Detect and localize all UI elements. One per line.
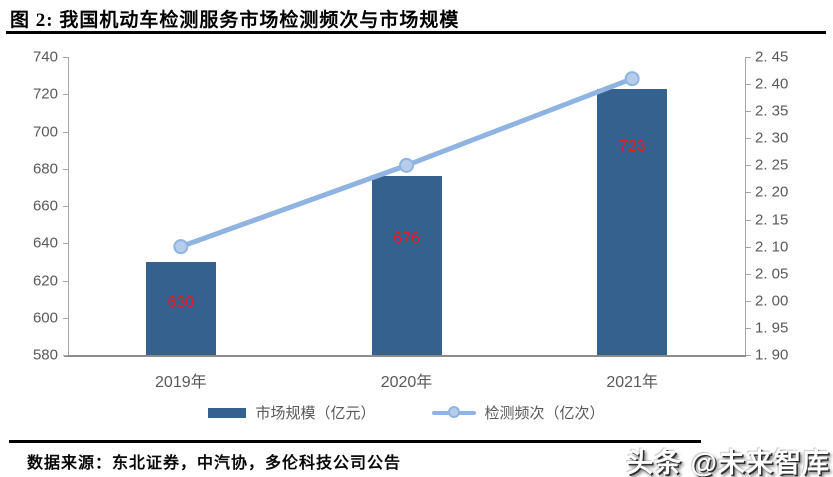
left-axis-tick bbox=[63, 243, 68, 244]
legend-item: 市场规模（亿元） bbox=[208, 402, 376, 423]
left-axis-tick-label: 620 bbox=[32, 272, 58, 289]
right-axis-tick bbox=[746, 84, 751, 85]
bar-value-label: 630 bbox=[167, 293, 195, 311]
x-axis-line bbox=[64, 355, 746, 357]
left-axis-tick-label: 740 bbox=[32, 48, 58, 66]
right-axis-tick-label: 2. 05 bbox=[755, 265, 789, 283]
right-axis-tick-label: 2. 20 bbox=[755, 183, 789, 201]
left-axis-tick-label: 660 bbox=[32, 197, 58, 215]
legend-bar-swatch bbox=[208, 407, 247, 418]
right-axis-tick bbox=[746, 247, 751, 248]
right-axis-tick-label: 2. 25 bbox=[755, 156, 789, 174]
right-axis-tick bbox=[746, 192, 751, 193]
right-axis-tick-label: 2. 40 bbox=[755, 75, 789, 93]
x-axis-tick-label: 2020年 bbox=[380, 374, 433, 391]
left-axis-tick-label: 680 bbox=[32, 160, 58, 178]
left-axis-line bbox=[68, 57, 69, 355]
right-axis-tick-label: 2. 10 bbox=[755, 238, 789, 256]
left-axis-tick bbox=[63, 169, 68, 170]
right-axis-tick-label: 1. 95 bbox=[755, 319, 789, 337]
legend-line-swatch bbox=[431, 406, 476, 419]
right-axis-tick-label: 2. 15 bbox=[755, 211, 789, 229]
right-axis-tick bbox=[746, 138, 751, 139]
x-axis-tick-label: 2021年 bbox=[606, 374, 658, 391]
legend-line-marker bbox=[447, 406, 460, 418]
right-axis-tick-label: 2. 35 bbox=[755, 102, 789, 120]
x-axis-tick-label: 2019年 bbox=[155, 374, 207, 391]
data-source-note: 数据来源：东北证券，中汽协，多伦科技公司公告 bbox=[27, 455, 402, 472]
chart-title: 图 2: 我国机动车检测服务市场检测频次与市场规模 bbox=[10, 10, 460, 31]
right-axis-tick bbox=[746, 165, 751, 166]
bar bbox=[597, 88, 668, 355]
legend-label: 市场规模（亿元） bbox=[255, 405, 376, 422]
left-axis-tick-label: 700 bbox=[32, 123, 58, 140]
left-axis-tick bbox=[63, 355, 68, 356]
left-axis-tick bbox=[63, 132, 68, 133]
right-axis-line bbox=[745, 57, 746, 355]
right-axis-tick-label: 1. 90 bbox=[755, 346, 789, 364]
left-axis-tick bbox=[63, 318, 68, 319]
right-axis-tick-label: 2. 30 bbox=[755, 129, 789, 147]
watermark: 头条 @未来智库 bbox=[626, 448, 830, 477]
footer-rule bbox=[9, 440, 701, 443]
bar bbox=[371, 176, 442, 355]
title-underline bbox=[6, 31, 826, 34]
bar-value-label: 723 bbox=[618, 138, 646, 156]
left-axis-tick bbox=[63, 94, 68, 95]
left-axis-tick-label: 720 bbox=[32, 85, 58, 103]
right-axis-tick-label: 2. 00 bbox=[755, 292, 789, 310]
bar-value-label: 676 bbox=[393, 229, 420, 247]
right-axis-tick bbox=[746, 355, 751, 356]
left-axis-tick bbox=[63, 57, 68, 58]
right-axis-tick bbox=[746, 328, 751, 329]
bar bbox=[145, 261, 216, 355]
left-axis-tick-label: 580 bbox=[32, 346, 58, 364]
left-axis-tick bbox=[63, 281, 68, 282]
legend-item: 检测频次（亿次） bbox=[431, 402, 605, 423]
left-axis-tick bbox=[63, 206, 68, 207]
right-axis-tick bbox=[746, 301, 751, 302]
right-axis-tick bbox=[746, 57, 751, 58]
left-axis-tick-label: 600 bbox=[32, 309, 58, 327]
right-axis-tick bbox=[746, 274, 751, 275]
right-axis-tick bbox=[746, 220, 751, 221]
left-axis-tick-label: 640 bbox=[32, 234, 58, 252]
right-axis-tick bbox=[746, 111, 751, 112]
chart-legend: 市场规模（亿元） 检测频次（亿次） bbox=[68, 402, 745, 423]
right-axis-tick-label: 2. 45 bbox=[755, 48, 789, 66]
legend-label: 检测频次（亿次） bbox=[484, 405, 605, 422]
